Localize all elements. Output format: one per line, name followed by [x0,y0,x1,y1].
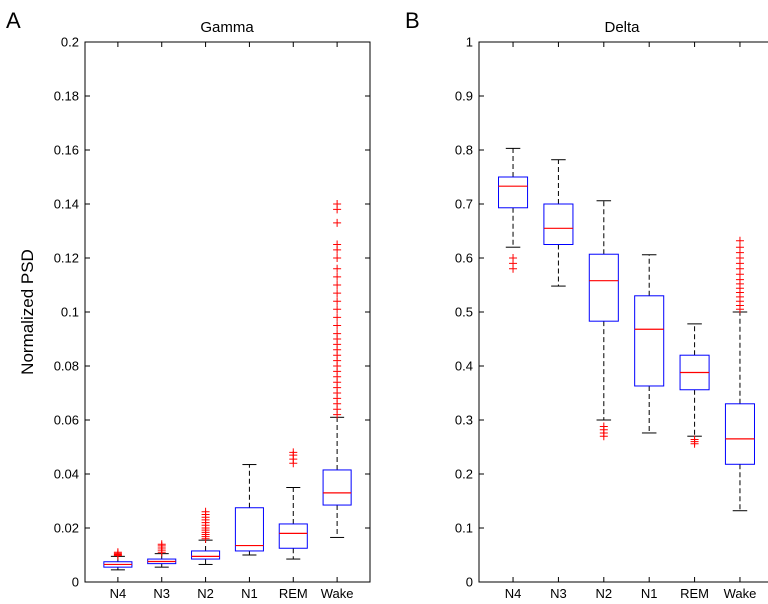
iqr-box [278,523,308,549]
outlier-marker [509,264,518,273]
chart-title-delta: Delta [604,19,640,36]
box-wake [724,236,755,512]
y-tick-label: 1 [466,35,473,50]
box-n2 [191,507,221,565]
y-tick-label: 0 [72,575,79,590]
outlier-marker [333,313,342,322]
x-tick-label: REM [680,586,709,601]
y-tick-label: 0.5 [455,305,473,320]
y-tick-label: 0.04 [54,467,79,482]
box-n4 [103,548,133,571]
outlier-marker [333,329,342,338]
box-n4 [498,147,529,273]
axis-ticks-delta: 0 0.1 0.2 0.3 0.4 0.5 0.6 0.7 0.8 0.9 1 N4 N3 N2 N1 REM… [455,35,757,602]
plot-frame-gamma [84,41,371,583]
outlier-marker [333,254,342,262]
y-tick-label: 0.8 [455,143,473,158]
x-tick-label: N1 [241,586,258,601]
y-tick-label: 0.08 [54,359,79,374]
y-tick-label: 0.12 [54,251,79,266]
x-tick-label: N4 [110,586,127,601]
chart-title-gamma: Gamma [200,19,254,36]
outlier-marker [289,448,298,457]
y-tick-label: 0.2 [455,467,473,482]
outlier-marker [333,289,342,298]
iqr-box [588,253,619,322]
panel-gamma: A Gamma Normalized PSD 0 0.02 0.04 0.06 0.08… [6,8,371,601]
y-tick-label: 0.14 [54,197,79,212]
y-tick-label: 0.6 [455,251,473,266]
y-axis-label: Normalized PSD [18,249,37,375]
panel-label-a: A [6,8,21,33]
outlier-marker [333,200,342,208]
outlier-marker [333,264,342,273]
outlier-marker [201,507,210,516]
outlier-marker [333,297,342,306]
y-tick-label: 0.2 [61,35,79,50]
iqr-box [191,550,221,560]
y-tick-label: 0.9 [455,89,473,104]
outlier-marker [333,240,342,249]
iqr-box [234,507,264,552]
outlier-marker [333,218,342,227]
panel-delta: B Delta 0 0.1 0.2 0.3 0.4 0.5 0.6 0.7 0.8 0.9 1 N4 N… [405,8,768,601]
y-tick-label: 0.1 [455,521,473,536]
x-tick-label: N4 [505,586,522,601]
outlier-marker [333,272,342,281]
box-n3 [543,159,574,287]
box-n1 [634,254,665,434]
outlier-marker [599,432,608,441]
x-tick-label: N1 [641,586,658,601]
outlier-marker [333,321,342,330]
x-tick-label: Wake [321,586,354,601]
y-tick-label: 0.02 [54,521,79,536]
iqr-box [634,295,665,387]
axis-ticks-gamma: 0 0.02 0.04 0.06 0.08 0.1 0.12 0.14 0.16 0.18 0.2 N… [54,35,370,601]
outlier-marker [735,236,744,245]
box-n3 [147,540,177,568]
y-tick-label: 0.16 [54,143,79,158]
y-tick-label: 0 [466,575,473,590]
box-wake [322,200,352,538]
outlier-marker [113,548,122,557]
box-n1 [234,464,264,556]
iqr-box [543,203,574,245]
y-tick-label: 0.18 [54,89,79,104]
x-tick-label: N2 [197,586,214,601]
outlier-marker [157,540,166,549]
x-tick-label: N2 [595,586,612,601]
outlier-marker [690,439,699,448]
iqr-box [322,469,352,506]
iqr-box [724,403,755,465]
x-tick-label: N3 [550,586,567,601]
y-tick-label: 0.7 [455,197,473,212]
box-n2 [588,200,619,441]
y-tick-label: 0.4 [455,359,473,374]
x-tick-label: Wake [724,586,757,601]
panel-label-b: B [405,8,420,33]
x-tick-label: N3 [153,586,170,601]
x-tick-label: REM [279,586,308,601]
plot-frame-delta [478,41,768,583]
box-rem [278,448,308,560]
y-tick-label: 0.1 [61,305,79,320]
y-tick-label: 0.06 [54,413,79,428]
outlier-marker [333,281,342,289]
outlier-marker [333,305,342,314]
box-rem [679,323,710,448]
box-plot-marks-gamma [103,200,352,571]
box-plot-marks-delta [498,147,755,512]
y-tick-label: 0.3 [455,413,473,428]
iqr-box [498,176,529,209]
